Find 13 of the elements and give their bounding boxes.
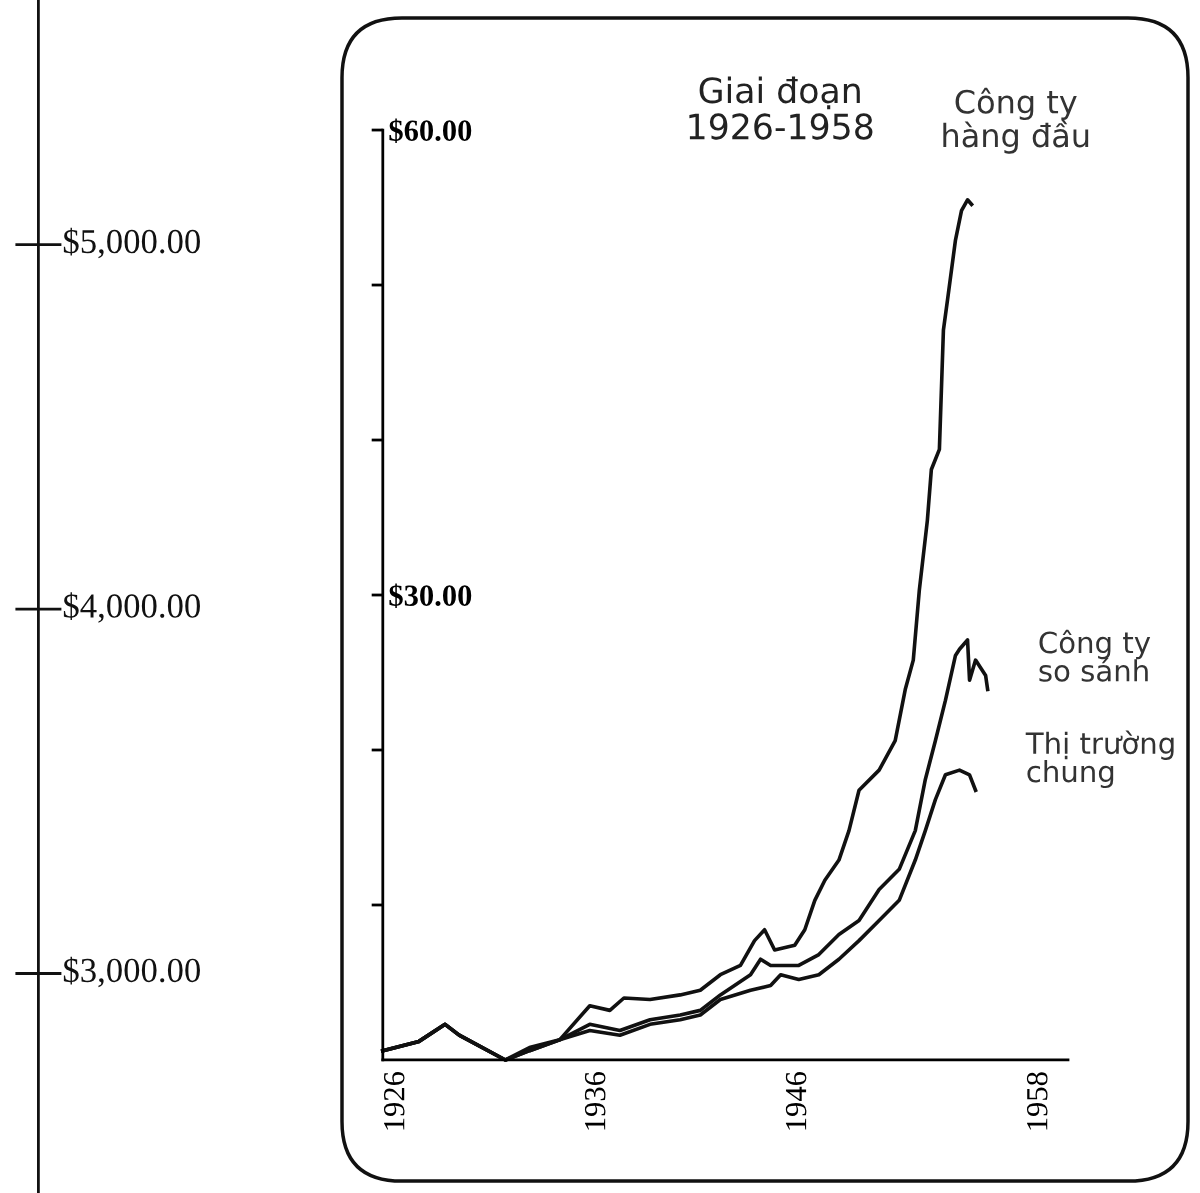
- x-tick-label: 1936: [584, 1072, 606, 1130]
- text: $4,000.00: [63, 592, 200, 623]
- y-tick-label: $30.00: [389, 583, 472, 608]
- text: $3,000.00: [63, 956, 200, 988]
- text: $5,000.00: [63, 227, 200, 259]
- series-label: Thị trường chung: [1025, 730, 1174, 789]
- x-tick-label: 1946: [785, 1072, 807, 1130]
- y-tick-label: $60.00: [389, 118, 472, 143]
- x-tick-label: 1958: [1026, 1072, 1048, 1130]
- series-label: Công ty so sánh: [1039, 629, 1151, 682]
- chart-title: Giai đoạn 1926-1958: [689, 76, 873, 140]
- series-label: Công ty hàng đầu: [943, 87, 1089, 154]
- x-tick-label: 1926: [383, 1072, 405, 1130]
